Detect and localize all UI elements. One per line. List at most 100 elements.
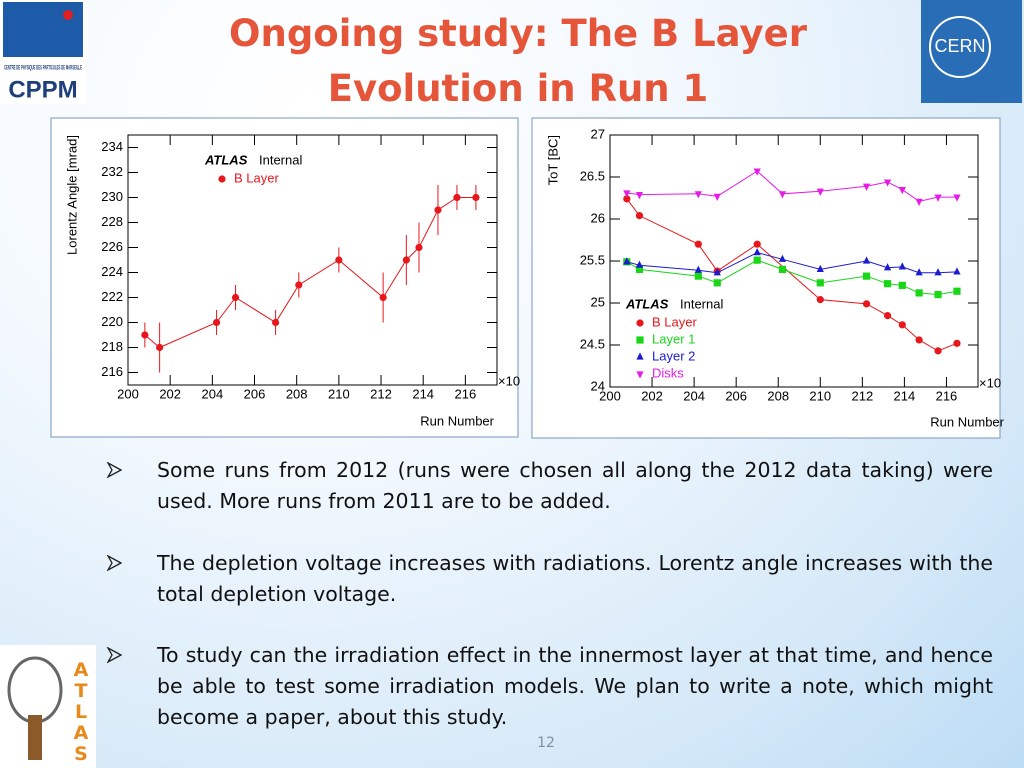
marker xyxy=(816,188,824,196)
marker xyxy=(753,256,761,264)
legend-label: B Layer xyxy=(234,170,279,185)
marker xyxy=(623,195,631,203)
y-tick-label: 230 xyxy=(101,189,123,204)
series-line xyxy=(626,198,958,352)
marker xyxy=(623,257,631,265)
x-tick-label: 202 xyxy=(159,386,181,401)
legend-label: Layer 1 xyxy=(652,331,695,346)
atlas-letters: ATLAS xyxy=(73,659,89,765)
marker xyxy=(212,318,221,327)
marker xyxy=(898,187,906,195)
x-tick-label: 204 xyxy=(201,386,223,401)
title-line: Ongoing study: The B Layer xyxy=(229,12,807,55)
marker xyxy=(453,193,461,202)
x-tick-label: 208 xyxy=(286,386,308,401)
x-tick-label: 210 xyxy=(328,386,350,401)
marker xyxy=(953,339,961,347)
marker xyxy=(934,347,942,355)
marker xyxy=(141,331,149,339)
marker xyxy=(816,264,824,272)
chart-panel xyxy=(50,117,519,438)
marker xyxy=(915,289,923,297)
y-tick-label: 27 xyxy=(591,126,605,141)
x-tick-label: 214 xyxy=(894,388,916,403)
marker xyxy=(915,268,923,276)
x-axis-label: Run Number xyxy=(420,413,494,428)
marker xyxy=(415,243,423,252)
marker xyxy=(694,240,702,248)
marker xyxy=(335,256,343,264)
legend-marker xyxy=(636,352,644,360)
marker xyxy=(883,280,892,288)
cern-logo-ring xyxy=(929,16,991,78)
marker xyxy=(272,318,280,327)
legend-label: Layer 2 xyxy=(652,348,695,363)
y-tick-label: 26.5 xyxy=(580,168,605,183)
y-tick-label: 234 xyxy=(101,139,123,154)
marker xyxy=(953,267,961,275)
y-tick-label: 25.5 xyxy=(580,252,605,267)
marker xyxy=(778,265,787,273)
marker xyxy=(635,265,644,273)
cppm-logo-graphic xyxy=(3,2,83,57)
marker xyxy=(883,312,892,320)
cern-name: CERN xyxy=(934,36,985,56)
y-tick-label: 224 xyxy=(101,264,123,279)
x-tick-label: 216 xyxy=(936,388,958,403)
marker xyxy=(753,168,761,176)
y-tick-label: 222 xyxy=(101,289,123,304)
marker xyxy=(713,193,721,201)
marker xyxy=(862,300,871,308)
atlas-logo-figure xyxy=(28,715,42,760)
x-tick-label: 208 xyxy=(767,388,789,403)
marker xyxy=(898,262,906,270)
plot-frame xyxy=(127,134,498,386)
atlas-logo xyxy=(0,645,96,768)
y-tick-label: 25 xyxy=(591,294,605,309)
marker xyxy=(694,191,702,199)
marker xyxy=(713,268,721,276)
marker xyxy=(713,279,721,287)
marker xyxy=(778,191,787,199)
legend-marker xyxy=(636,319,644,327)
x-tick-label: 202 xyxy=(641,388,663,403)
marker xyxy=(753,248,761,256)
marker xyxy=(635,192,644,200)
bullet-text: To study can the irradiation effect in t… xyxy=(157,643,993,729)
marker xyxy=(862,183,871,191)
x-multiplier: ×10 xyxy=(498,373,520,388)
marker xyxy=(816,296,824,304)
marker xyxy=(623,190,631,198)
legend-label: B Layer xyxy=(652,314,697,329)
x-tick-label: 206 xyxy=(244,386,266,401)
marker xyxy=(953,194,961,202)
x-tick-label: 200 xyxy=(599,388,621,403)
x-tick-label: 204 xyxy=(683,388,705,403)
marker xyxy=(898,281,906,289)
bullet-text: The depletion voltage increases with rad… xyxy=(157,551,993,606)
legend-marker xyxy=(636,371,644,379)
y-axis-label: ToT [BC] xyxy=(545,135,560,185)
marker xyxy=(883,179,892,187)
marker xyxy=(694,272,702,280)
y-tick-label: 26 xyxy=(591,210,605,225)
marker xyxy=(231,293,240,302)
y-tick-label: 216 xyxy=(101,364,123,379)
marker xyxy=(434,206,442,214)
marker xyxy=(156,343,164,352)
cppm-caption: CENTRE DE PHYSIQUE DES PARTICULES DE MAR… xyxy=(4,65,82,72)
marker xyxy=(862,256,871,264)
marker xyxy=(816,279,824,287)
y-tick-label: 226 xyxy=(101,239,123,254)
marker xyxy=(295,281,303,289)
cppm-logo-dot xyxy=(63,10,73,20)
marker xyxy=(379,293,387,302)
marker xyxy=(898,321,906,329)
legend-label: Disks xyxy=(652,365,684,380)
marker xyxy=(402,256,410,264)
y-axis-label: Lorentz Angle [mrad] xyxy=(64,135,79,255)
x-tick-label: 210 xyxy=(809,388,831,403)
bullet-arrow xyxy=(106,555,122,571)
marker xyxy=(635,212,644,220)
